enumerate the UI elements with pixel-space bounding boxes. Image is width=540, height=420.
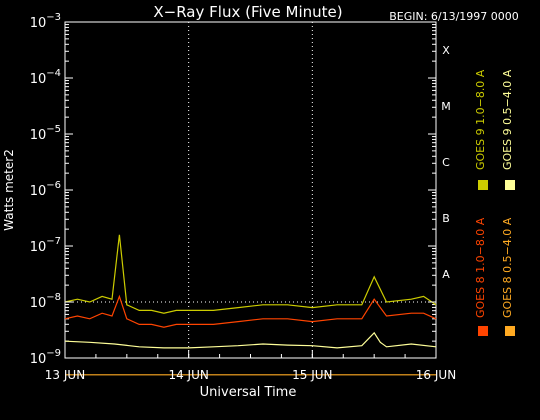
legend-swatch (505, 180, 515, 190)
begin-label: BEGIN: 6/13/1997 0000 (389, 10, 519, 23)
legend-swatch (505, 326, 515, 336)
series-line-0 (64, 294, 437, 328)
flare-class-label: C (442, 156, 450, 169)
legend-label: GOES 9 1.0−8.0 A (474, 69, 487, 170)
plot-area (64, 21, 437, 376)
y-tick-label: 10−8 (30, 292, 61, 311)
flare-class-labels: A B C M X (441, 44, 451, 281)
legend: GOES 8 1.0−8.0 A GOES 8 0.5−4.0 A GOES 9 1… (474, 69, 515, 336)
flare-class-label: M (441, 100, 451, 113)
series-line-3 (64, 234, 437, 314)
legend-swatch (478, 180, 488, 190)
chart-title: X−Ray Flux (Five Minute) (153, 3, 342, 21)
x-tick-label: 14 JUN (168, 368, 208, 382)
flare-class-label: X (442, 44, 450, 57)
series-line-2 (64, 331, 437, 349)
y-tick-label: 10−4 (30, 68, 61, 87)
x-tick-label: 13 JUN (45, 368, 85, 382)
y-tick-label: 10−3 (30, 12, 61, 31)
legend-label: GOES 8 1.0−8.0 A (474, 217, 487, 318)
y-axis-label: Watts meter2 (2, 149, 16, 231)
legend-label: GOES 8 0.5−4.0 A (501, 217, 514, 318)
y-tick-label: 10−9 (30, 348, 61, 367)
x-axis-ticks: 13 JUN 14 JUN 15 JUN 16 JUN (45, 350, 456, 382)
legend-swatch (478, 326, 488, 336)
y-tick-label: 10−5 (30, 124, 61, 143)
y-axis-ticks: 10−9 10−8 10−7 10−6 10−5 10−4 10−3 (30, 12, 436, 367)
y-tick-label: 10−7 (30, 236, 61, 255)
legend-label: GOES 9 0.5−4.0 A (501, 69, 514, 170)
x-axis-label: Universal Time (200, 385, 297, 400)
y-tick-label: 10−6 (30, 180, 61, 199)
x-tick-label: 15 JUN (292, 368, 332, 382)
flare-class-label: A (442, 268, 450, 281)
x-tick-label: 16 JUN (416, 368, 456, 382)
flare-class-label: B (442, 212, 450, 225)
